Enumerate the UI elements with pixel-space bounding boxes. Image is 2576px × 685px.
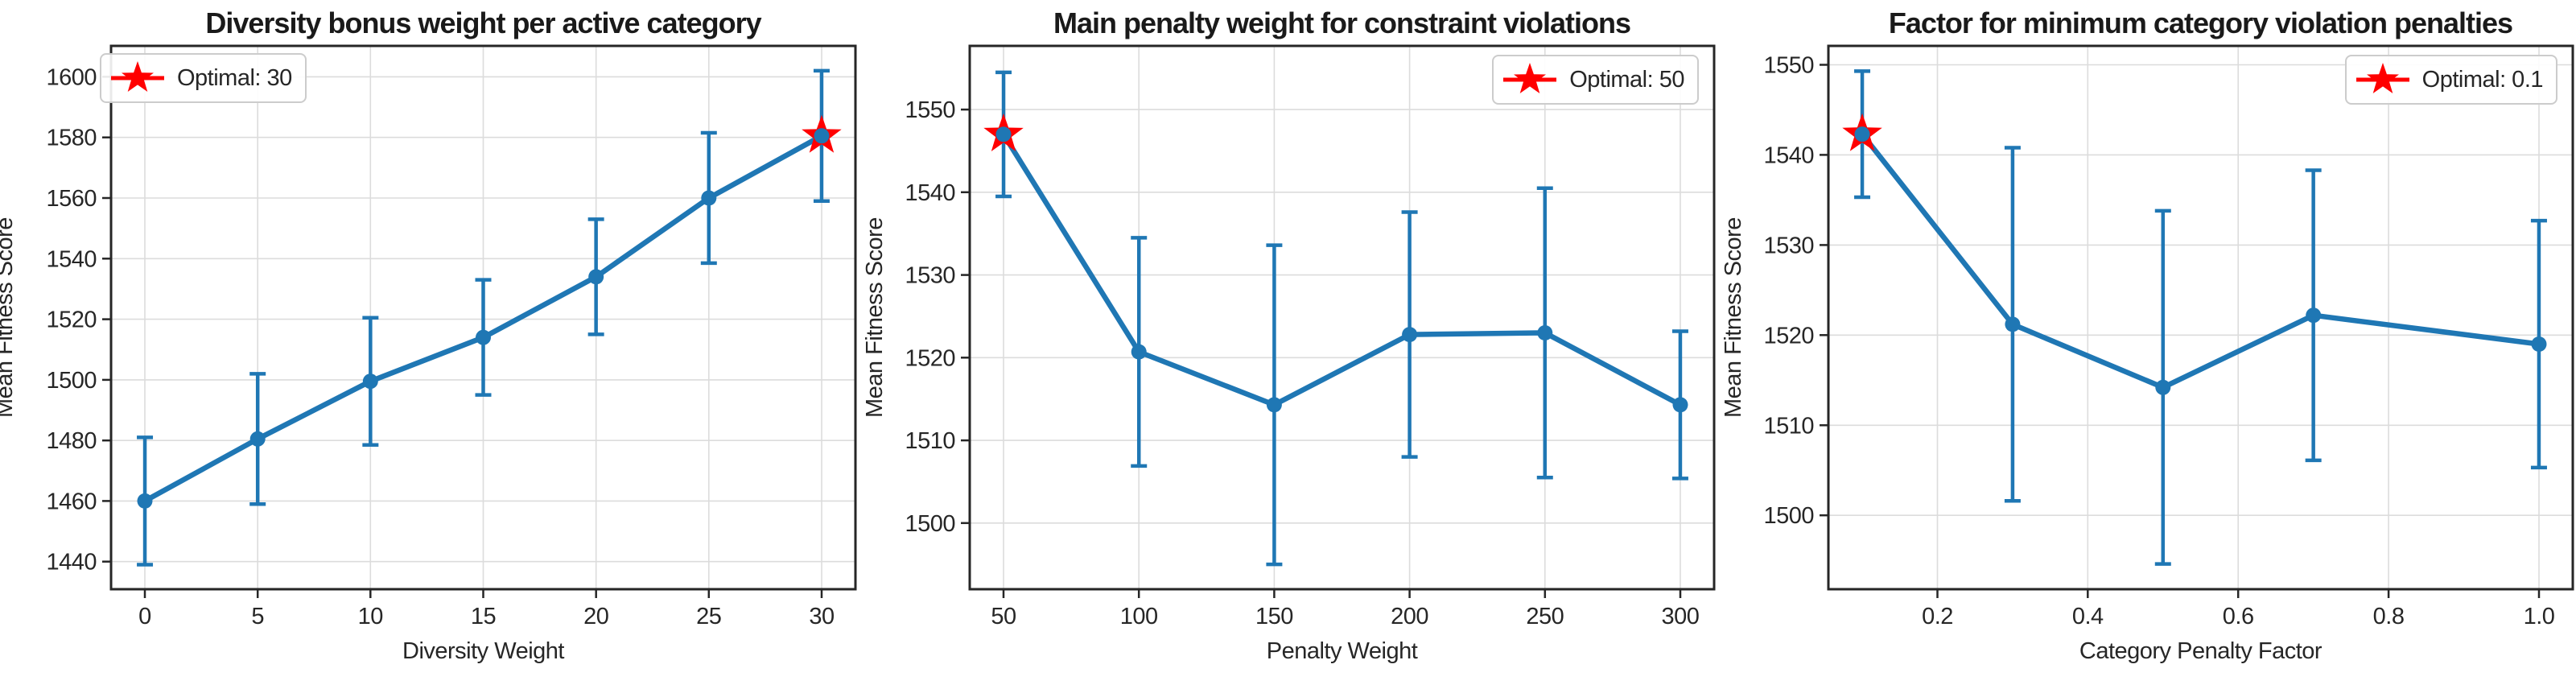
y-tick-label: 1560 (46, 186, 97, 212)
x-tick-label: 200 (1391, 604, 1428, 629)
legend: Optimal: 50 (1492, 55, 1699, 105)
y-tick-label: 1500 (1763, 503, 1814, 529)
plot-area: 0.2 0.4 0.6 0.8 1.0 1500 1510 1520 1530 1540 1550 (1763, 44, 2574, 630)
y-tick-label: 1530 (1763, 233, 1814, 258)
legend: Optimal: 30 (100, 53, 307, 103)
optimal-star-icon (111, 61, 164, 92)
x-tick-label: 5 (251, 604, 264, 629)
chart-title: Diversity bonus weight per active catego… (205, 6, 761, 39)
y-tick-label: 1540 (905, 180, 955, 206)
x-tick-label: 250 (1526, 604, 1564, 629)
y-tick-label: 1530 (905, 263, 955, 289)
optimal-star-icon (1503, 63, 1557, 93)
error-bars (1854, 69, 2547, 566)
y-tick-label: 1540 (46, 246, 97, 272)
axis-ticks: 50 100 150 200 250 300 1500 1510 1520 1530 1540 155… (905, 97, 1699, 629)
x-tick-label: 1.0 (2524, 604, 2555, 629)
chart-title: Main penalty weight for constraint viola… (1053, 6, 1631, 39)
x-tick-label: 50 (991, 604, 1016, 629)
chart-panel-category-penalty-factor: Factor for minimum category violation pe… (1717, 0, 2576, 685)
data-point-markers (1854, 126, 2547, 395)
chart-panel-diversity-weight: Diversity bonus weight per active catego… (0, 0, 859, 685)
grid-lines (970, 46, 1714, 589)
axis-ticks: 0.2 0.4 0.6 0.8 1.0 1500 1510 1520 1530 1540 1550 (1763, 53, 2554, 630)
x-axis-label: Category Penalty Factor (2079, 638, 2323, 664)
x-tick-label: 10 (358, 604, 383, 629)
y-tick-label: 1520 (1763, 323, 1814, 349)
optimal-point (995, 126, 1012, 142)
y-tick-label: 1440 (46, 550, 97, 576)
x-tick-label: 0.8 (2373, 604, 2405, 629)
axes-frame (968, 44, 1716, 591)
y-tick-label: 1510 (1763, 413, 1814, 439)
y-tick-label: 1580 (46, 126, 97, 151)
y-tick-label: 1520 (46, 307, 97, 333)
y-tick-label: 1550 (905, 97, 955, 123)
chart-panel-penalty-weight: Main penalty weight for constraint viola… (859, 0, 1717, 685)
x-tick-label: 0.2 (1922, 604, 1953, 629)
x-tick-label: 30 (809, 604, 834, 629)
grid-lines (1828, 46, 2573, 589)
optimal-point (814, 128, 830, 144)
series-line (1000, 131, 1684, 408)
x-tick-label: 0 (138, 604, 151, 629)
legend-label: Optimal: 0.1 (2421, 66, 2544, 93)
x-tick-label: 25 (696, 604, 721, 629)
axes-frame (1827, 44, 2574, 591)
plot-area: 50 100 150 200 250 300 1500 1510 1520 1530 1540 155… (905, 44, 1716, 629)
x-tick-label: 100 (1120, 604, 1158, 629)
y-tick-label: 1500 (46, 368, 97, 394)
y-tick-label: 1460 (46, 489, 97, 514)
optimal-point (1854, 126, 1870, 142)
y-tick-label: 1520 (905, 345, 955, 371)
optimal-star-icon (2355, 63, 2409, 93)
y-tick-label: 1510 (905, 428, 955, 454)
x-tick-label: 15 (471, 604, 496, 629)
x-tick-label: 150 (1255, 604, 1293, 629)
y-tick-label: 1600 (46, 64, 97, 90)
x-tick-label: 20 (583, 604, 608, 629)
y-tick-label: 1550 (1763, 53, 1814, 79)
y-tick-label: 1540 (1763, 142, 1814, 168)
x-tick-label: 300 (1662, 604, 1700, 629)
x-axis-label: Diversity Weight (402, 638, 564, 664)
y-tick-label: 1500 (905, 511, 955, 537)
chart-title: Factor for minimum category violation pe… (1888, 6, 2513, 39)
legend-label: Optimal: 30 (177, 64, 292, 91)
axis-ticks: 0 5 10 15 20 25 301440146014801500152015401560… (46, 64, 835, 629)
x-tick-label: 0.4 (2072, 604, 2104, 629)
series-line (1859, 131, 2542, 390)
x-axis-label: Penalty Weight (1266, 638, 1418, 664)
legend: Optimal: 0.1 (2344, 55, 2557, 105)
x-tick-label: 0.6 (2223, 604, 2254, 629)
legend-label: Optimal: 50 (1569, 66, 1684, 93)
error-bars (137, 68, 830, 567)
error-bars (995, 70, 1688, 567)
y-tick-label: 1480 (46, 428, 97, 454)
